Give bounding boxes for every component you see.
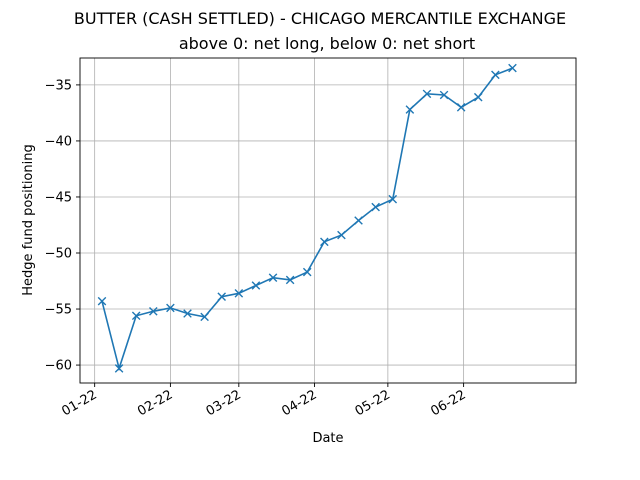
data-point xyxy=(354,216,363,225)
data-point xyxy=(422,89,432,99)
y-tick-label: −50 xyxy=(45,247,72,262)
data-point xyxy=(149,306,158,316)
data-point xyxy=(302,267,312,277)
data-point xyxy=(183,309,192,318)
y-axis-label: Hedge fund positioning xyxy=(21,144,36,295)
plot-area-frame xyxy=(79,57,577,384)
data-point xyxy=(268,273,278,282)
y-tick-label: −35 xyxy=(45,78,72,93)
data-point xyxy=(131,311,141,321)
data-point xyxy=(97,296,107,306)
chart-subtitle: above 0: net long, below 0: net short xyxy=(179,34,475,53)
data-point xyxy=(388,194,398,204)
data-point xyxy=(456,103,466,112)
series-line xyxy=(97,63,517,373)
x-tick-label: 03-22 xyxy=(204,387,244,419)
x-tick-label: 02-22 xyxy=(135,387,175,419)
data-point xyxy=(251,281,261,290)
chart-title: BUTTER (CASH SETTLED) - CHICAGO MERCANTI… xyxy=(74,9,566,28)
data-point xyxy=(200,312,209,322)
series-path xyxy=(101,67,513,372)
data-point xyxy=(473,92,483,102)
data-point xyxy=(114,364,124,373)
data-point xyxy=(439,90,449,100)
x-axis-label: Date xyxy=(312,431,343,446)
data-point xyxy=(320,237,329,247)
data-point xyxy=(166,303,175,313)
data-point xyxy=(405,105,415,114)
x-axis: 01-22 02-22 03-22 04-22 05-22 06-22 xyxy=(59,383,469,419)
data-point xyxy=(508,63,517,73)
x-tick-label: 05-22 xyxy=(353,387,393,419)
x-tick-label: 01-22 xyxy=(59,387,99,419)
data-point xyxy=(337,230,346,240)
data-point xyxy=(371,202,380,212)
y-axis: −60 −55 −50 −45 −40 −35 xyxy=(45,78,80,374)
y-tick-label: −45 xyxy=(45,190,72,205)
y-tick-label: −60 xyxy=(45,359,72,374)
x-tick-label: 06-22 xyxy=(428,387,468,419)
data-point xyxy=(234,289,244,298)
y-tick-label: −55 xyxy=(45,303,72,318)
data-point xyxy=(217,292,227,302)
x-tick-label: 04-22 xyxy=(279,387,319,419)
data-point xyxy=(285,275,295,285)
y-tick-label: −40 xyxy=(45,134,72,149)
data-point xyxy=(491,70,500,80)
grid xyxy=(80,58,576,383)
